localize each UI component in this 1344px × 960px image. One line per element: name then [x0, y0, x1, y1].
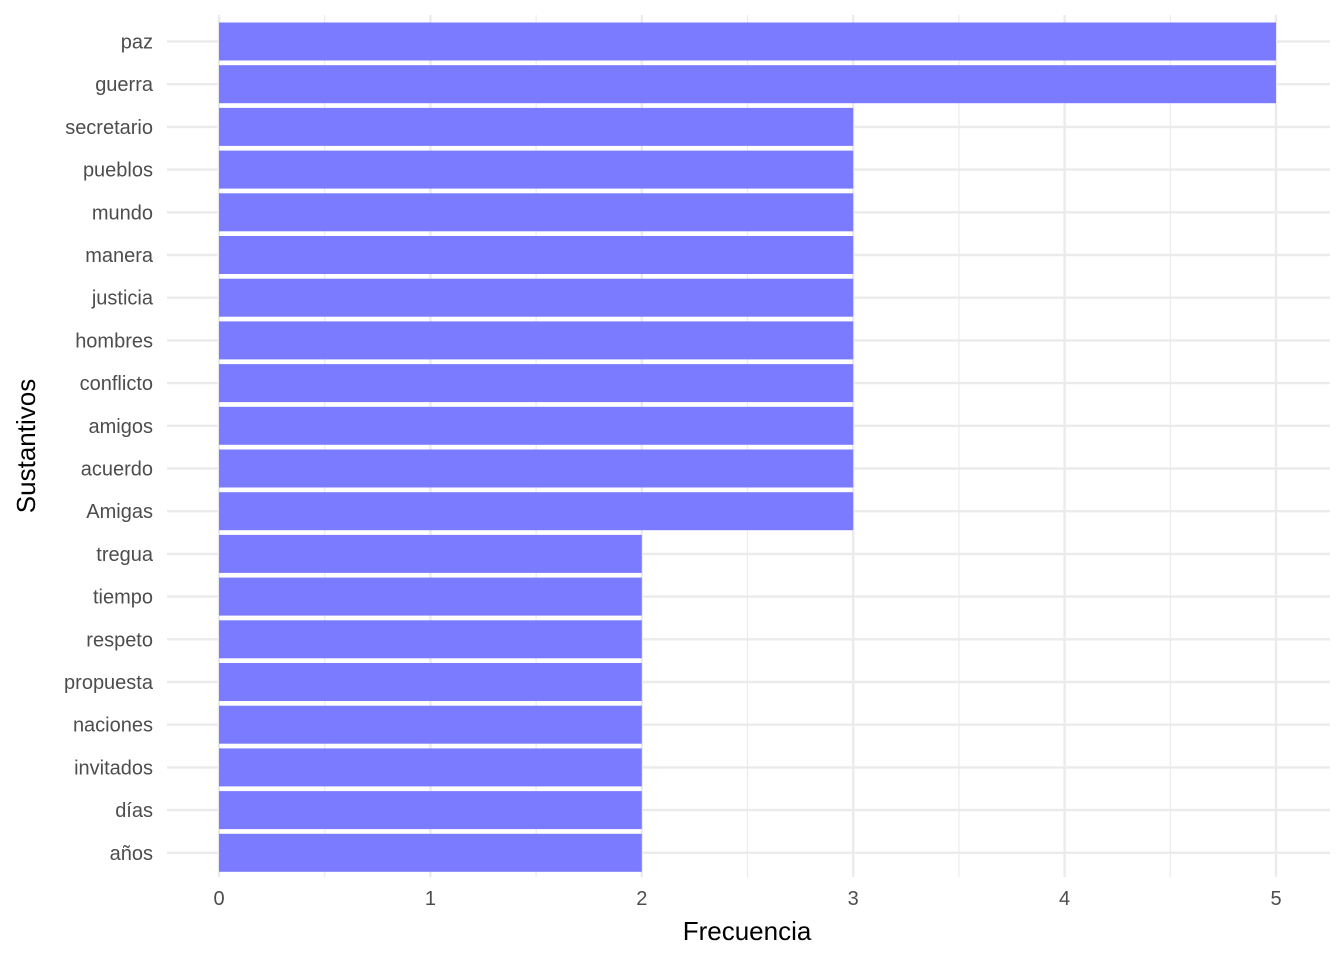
bar-respeto	[219, 620, 642, 659]
x-axis-title: Frecuencia	[683, 916, 812, 946]
y-tick-label: secretario	[65, 117, 153, 139]
bar-invitados	[219, 748, 642, 787]
y-axis-title: Sustantivos	[11, 379, 41, 513]
bar-días	[219, 791, 642, 830]
y-tick-label: tregua	[96, 544, 154, 566]
bar-secretario	[219, 107, 854, 146]
x-tick-label: 3	[848, 888, 859, 910]
bar-paz	[219, 22, 1276, 61]
y-tick-label: pueblos	[83, 160, 153, 182]
y-tick-label: tiempo	[93, 587, 153, 609]
x-tick-label: 5	[1270, 888, 1281, 910]
x-tick-label: 0	[213, 888, 224, 910]
bar-años	[219, 833, 642, 872]
y-tick-label: acuerdo	[81, 459, 153, 481]
y-tick-label: invitados	[74, 757, 153, 779]
x-tick-label: 2	[636, 888, 647, 910]
bar-amigos	[219, 406, 854, 445]
bar-manera	[219, 236, 854, 274]
bar-hombres	[219, 321, 854, 360]
bar-mundo	[219, 193, 854, 232]
bar-Amigas	[219, 492, 854, 531]
x-tick-label: 1	[425, 888, 436, 910]
y-tick-label: justicia	[91, 288, 154, 310]
bar-propuesta	[219, 663, 642, 701]
y-tick-label: años	[110, 843, 153, 865]
y-tick-label: conflicto	[80, 373, 153, 395]
bar-pueblos	[219, 150, 854, 189]
y-tick-label: mundo	[92, 202, 153, 224]
y-tick-label: guerra	[95, 74, 154, 96]
bar-tregua	[219, 534, 642, 573]
y-tick-label: amigos	[89, 416, 153, 438]
bar-justicia	[219, 278, 854, 317]
y-tick-label: manera	[85, 245, 154, 267]
bar-tiempo	[219, 577, 642, 616]
y-tick-label: propuesta	[64, 672, 154, 694]
y-tick-label: días	[115, 800, 153, 822]
x-tick-label: 4	[1059, 888, 1070, 910]
bar-guerra	[219, 65, 1276, 104]
y-tick-label: naciones	[73, 715, 153, 737]
y-tick-label: Amigas	[86, 501, 153, 523]
y-tick-label: paz	[121, 32, 153, 54]
bars	[219, 22, 1276, 872]
bar-conflicto	[219, 364, 854, 403]
bar-naciones	[219, 705, 642, 744]
y-tick-labels: paz guerra secretario pueblos mundo manera jus…	[64, 32, 154, 865]
bar-acuerdo	[219, 449, 854, 488]
y-tick-label: hombres	[75, 330, 153, 352]
x-tick-labels: 0 1 2 3 4 5	[213, 888, 1281, 910]
y-tick-label: respeto	[86, 629, 153, 651]
